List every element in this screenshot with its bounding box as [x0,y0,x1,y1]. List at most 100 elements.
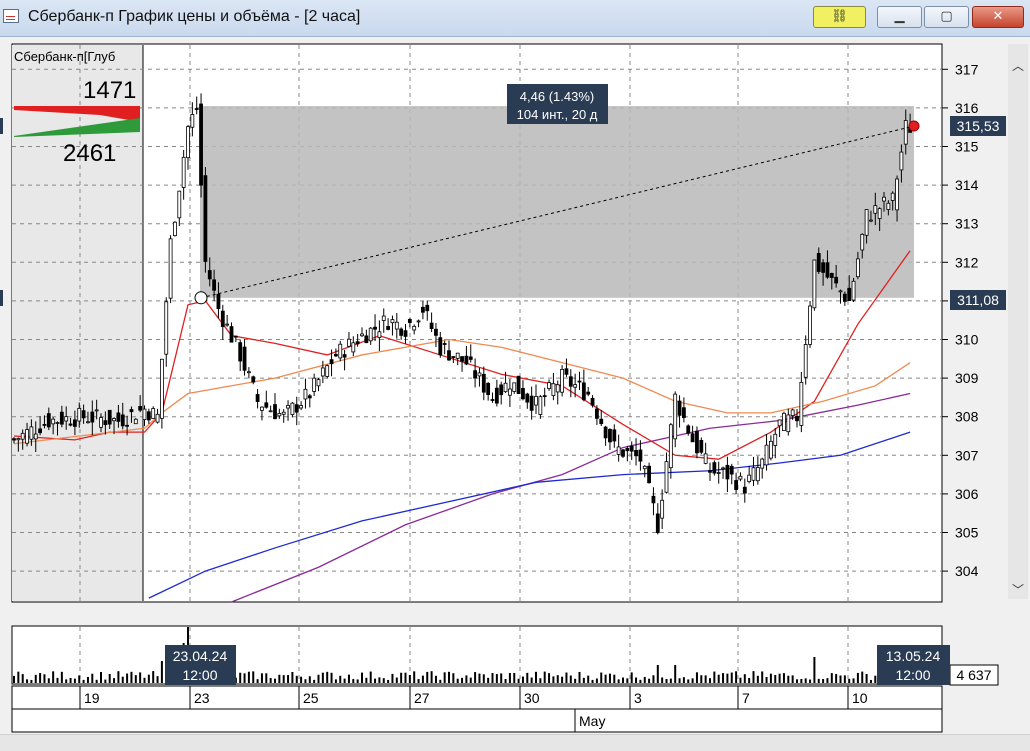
candle [251,375,256,385]
candle-body [716,472,721,474]
horizontal-scrollbar[interactable] [0,734,1030,751]
candle-body [294,404,299,413]
candle [507,378,512,407]
candle [90,400,95,436]
x-tick-label: 10 [852,690,868,706]
candle-body [729,465,734,475]
scroll-down-icon[interactable]: ﹀ [1011,583,1024,597]
candle-body [734,480,738,490]
candle-body [351,342,356,353]
candle-body [238,342,243,362]
candle [581,369,586,402]
candle [521,380,525,401]
close-button[interactable]: ✕ [972,6,1024,28]
candle-body [225,323,230,326]
candle-body [455,352,460,359]
candle [268,405,273,413]
candle-body [159,358,164,419]
candle-body [107,409,112,425]
candle-body [490,399,495,401]
candle-body [407,318,412,323]
candle-body [42,424,47,426]
candle-body [499,384,504,396]
candle-body [677,400,682,416]
candle-body [847,287,852,302]
candle-body [825,262,830,278]
candle [42,415,47,429]
reference-price-tag [950,290,1006,310]
maximize-button[interactable]: ▢ [924,6,969,28]
candle-body [255,394,260,402]
volume-panel [11,625,943,685]
candle [438,331,443,358]
candle-body [742,486,747,494]
candle [503,371,508,393]
minimize-button[interactable]: ▁ [877,6,922,28]
candle [329,349,334,377]
close-icon: ✕ [992,9,1004,24]
candle-body [59,411,64,425]
link-button[interactable]: ⛓ [813,6,866,28]
candle-body [877,208,882,219]
candle [342,349,347,371]
candle [38,415,42,436]
candle [777,419,782,437]
candle-body [307,395,312,399]
candle-body [12,438,16,441]
candle [577,371,582,390]
candle-body [260,406,264,411]
measure-start-handle[interactable] [194,291,208,305]
candle [629,441,634,461]
candle-body [586,391,591,395]
reference-price-value: 311,08 [957,292,999,308]
candle-body [468,356,473,360]
candle [94,399,99,420]
price-axis[interactable]: 3043053063073083093103113123133143153163… [942,61,979,579]
candle-body [99,417,103,428]
candle-body [621,449,625,457]
x-tick-label: 23 [194,690,210,706]
day-axis[interactable] [11,685,943,710]
candle-body [138,406,143,411]
candle-body [612,429,617,442]
orderbook-ask-bar [14,106,140,122]
candle-body [416,320,421,323]
candle-body [51,418,56,425]
candle [860,233,865,259]
candle [703,442,708,465]
candle-body [377,331,382,338]
x-tick-label: 3 [634,690,642,706]
candle [899,144,904,183]
candle-body [655,513,660,533]
left-edge-marker-top [0,118,3,134]
candle [490,392,495,403]
vertical-scrollbar[interactable]: ︿ ﹀ [1008,44,1028,599]
candle-body [886,202,891,211]
candle [425,300,430,321]
candle-body [120,414,125,427]
candle-body [647,465,651,484]
candle [816,247,821,274]
candle-body [651,495,656,504]
candle-body [242,346,247,371]
candle [886,200,891,216]
candle [407,318,412,328]
scroll-up-icon[interactable]: ︿ [1011,59,1024,73]
month-axis[interactable] [11,708,943,733]
candle [325,364,330,379]
candle-body [55,422,60,424]
candle [12,437,16,444]
candle [525,392,530,409]
candle-body [842,293,847,302]
candle [825,250,830,279]
candle-body [373,326,377,330]
candle-body [116,412,121,422]
candle [412,324,417,335]
measure-label-change: 4,46 (1.43%) [520,89,594,104]
window-titlebar[interactable]: Сбербанк-п График цены и объёма - [2 час… [0,0,1030,37]
candle [808,300,812,348]
candle [790,408,795,420]
candle-body [625,448,630,452]
candle [220,304,225,340]
